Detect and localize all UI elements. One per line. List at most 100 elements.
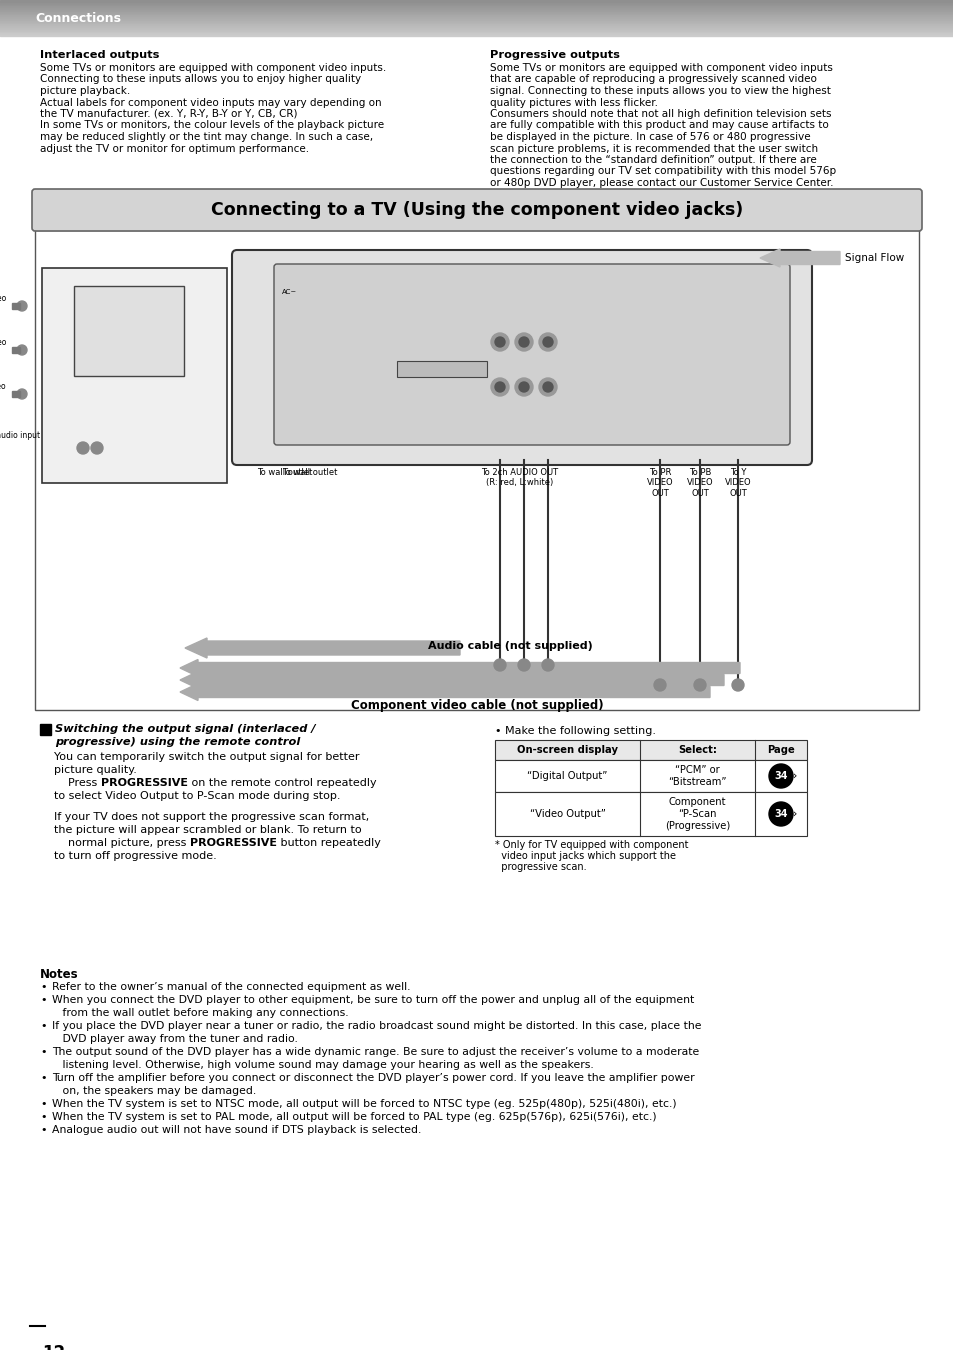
Circle shape [17,389,27,400]
Circle shape [542,338,553,347]
Text: •: • [40,1048,47,1057]
Text: video input jacks which support the: video input jacks which support the [495,850,676,861]
Text: Component
“P-Scan
(Progressive): Component “P-Scan (Progressive) [664,798,729,830]
FancyArrow shape [185,639,459,657]
Circle shape [491,378,509,396]
Text: listening level. Otherwise, high volume sound may damage your hearing as well as: listening level. Otherwise, high volume … [52,1060,593,1071]
Text: ›: › [792,809,797,819]
Bar [0,19,953,22]
Circle shape [538,378,557,396]
Text: * Only for TV equipped with component: * Only for TV equipped with component [495,840,688,850]
Circle shape [495,382,504,391]
Bar [0,22,953,23]
Text: When you connect the DVD player to other equipment, be sure to turn off the powe: When you connect the DVD player to other… [52,995,694,1004]
Circle shape [731,679,743,691]
Text: •: • [40,1099,47,1108]
Bar [495,760,806,792]
Bar [0,23,953,26]
Text: On-screen display: On-screen display [517,745,618,755]
Circle shape [17,301,27,310]
Text: The output sound of the DVD player has a wide dynamic range. Be sure to adjust t: The output sound of the DVD player has a… [52,1048,699,1057]
Circle shape [517,659,530,671]
Circle shape [515,378,533,396]
Bar [0,1,953,4]
Text: Audio cable (not supplied): Audio cable (not supplied) [427,641,592,651]
Text: that are capable of reproducing a progressively scanned video: that are capable of reproducing a progre… [490,74,816,85]
Circle shape [77,441,89,454]
Text: To PB video
input: To PB video input [0,339,6,358]
Circle shape [491,333,509,351]
Bar [0,5,953,7]
Bar [0,11,953,12]
Bar [42,269,227,483]
Text: •: • [40,1125,47,1135]
Bar [35,230,918,710]
Bar [0,34,953,36]
Text: Progressive outputs: Progressive outputs [490,50,619,59]
Text: Actual labels for component video inputs may vary depending on: Actual labels for component video inputs… [40,97,381,108]
FancyArrow shape [760,248,840,267]
Text: Some TVs or monitors are equipped with component video inputs: Some TVs or monitors are equipped with c… [490,63,832,73]
Text: to select Video Output to P-Scan mode during stop.: to select Video Output to P-Scan mode du… [54,791,340,801]
Bar [0,8,953,11]
Bar [74,286,184,377]
Bar [40,724,51,734]
Text: the TV manufacturer. (ex. Y, R-Y, B-Y or Y, CB, CR): the TV manufacturer. (ex. Y, R-Y, B-Y or… [40,109,297,119]
Circle shape [515,333,533,351]
Text: ›: › [792,771,797,782]
Text: Page: Page [766,745,794,755]
Text: quality pictures with less flicker.: quality pictures with less flicker. [490,97,658,108]
FancyBboxPatch shape [232,250,811,464]
Text: “PCM” or
“Bitstream”: “PCM” or “Bitstream” [667,765,726,787]
Text: Switching the output signal (interlaced /: Switching the output signal (interlaced … [55,724,315,734]
Circle shape [495,338,504,347]
Text: signal. Connecting to these inputs allows you to view the highest: signal. Connecting to these inputs allow… [490,86,830,96]
Text: Interlaced outputs: Interlaced outputs [40,50,159,59]
Circle shape [654,679,665,691]
Text: or 480p DVD player, please contact our Customer Service Center.: or 480p DVD player, please contact our C… [490,178,833,188]
Text: from the wall outlet before making any connections.: from the wall outlet before making any c… [52,1008,348,1018]
Text: You can temporarily switch the output signal for better: You can temporarily switch the output si… [54,752,359,761]
FancyArrow shape [180,671,723,689]
Bar [0,28,953,31]
Bar [396,360,486,377]
Bar [0,3,953,5]
Text: Turn off the amplifier before you connect or disconnect the DVD player’s power c: Turn off the amplifier before you connec… [52,1073,694,1083]
Text: scan picture problems, it is recommended that the user switch: scan picture problems, it is recommended… [490,143,818,154]
Text: progressive) using the remote control: progressive) using the remote control [55,737,300,747]
Bar [495,792,806,836]
Text: Consumers should note that not all high definition television sets: Consumers should note that not all high … [490,109,831,119]
Text: the connection to the “standard definition” output. If there are: the connection to the “standard definiti… [490,155,816,165]
Bar [495,740,806,760]
Bar [0,18,953,20]
Bar [0,12,953,15]
Circle shape [91,441,103,454]
Text: questions regarding our TV set compatibility with this model 576p: questions regarding our TV set compatibi… [490,166,835,177]
Text: on, the speakers may be damaged.: on, the speakers may be damaged. [52,1085,256,1096]
Text: To wall outlet: To wall outlet [282,468,337,477]
Text: adjust the TV or monitor for optimum performance.: adjust the TV or monitor for optimum per… [40,143,309,154]
Text: AC~: AC~ [282,289,297,296]
Bar [0,0,953,1]
Text: To audio input: To audio input [0,432,40,440]
Text: •: • [40,1073,47,1083]
Text: PROGRESSIVE: PROGRESSIVE [101,778,188,788]
Text: are fully compatible with this product and may cause artifacts to: are fully compatible with this product a… [490,120,828,131]
Bar [0,24,953,27]
Text: PROGRESSIVE: PROGRESSIVE [190,838,276,848]
Text: To PR video
input: To PR video input [0,382,6,402]
Text: the picture will appear scrambled or blank. To return to: the picture will appear scrambled or bla… [54,825,361,836]
FancyBboxPatch shape [274,265,789,446]
Bar [12,392,20,397]
Text: •: • [40,981,47,992]
Text: If your TV does not support the progressive scan format,: If your TV does not support the progress… [54,811,369,822]
Text: To PB
VIDEO
OUT: To PB VIDEO OUT [686,468,713,498]
Bar [0,7,953,9]
Bar [0,32,953,34]
Text: 12: 12 [42,1345,65,1350]
Text: When the TV system is set to NTSC mode, all output will be forced to NTSC type (: When the TV system is set to NTSC mode, … [52,1099,676,1108]
Text: “Video Output”: “Video Output” [529,809,605,819]
Bar [12,302,20,309]
Circle shape [494,659,505,671]
Text: may be reduced slightly or the tint may change. In such a case,: may be reduced slightly or the tint may … [40,132,373,142]
